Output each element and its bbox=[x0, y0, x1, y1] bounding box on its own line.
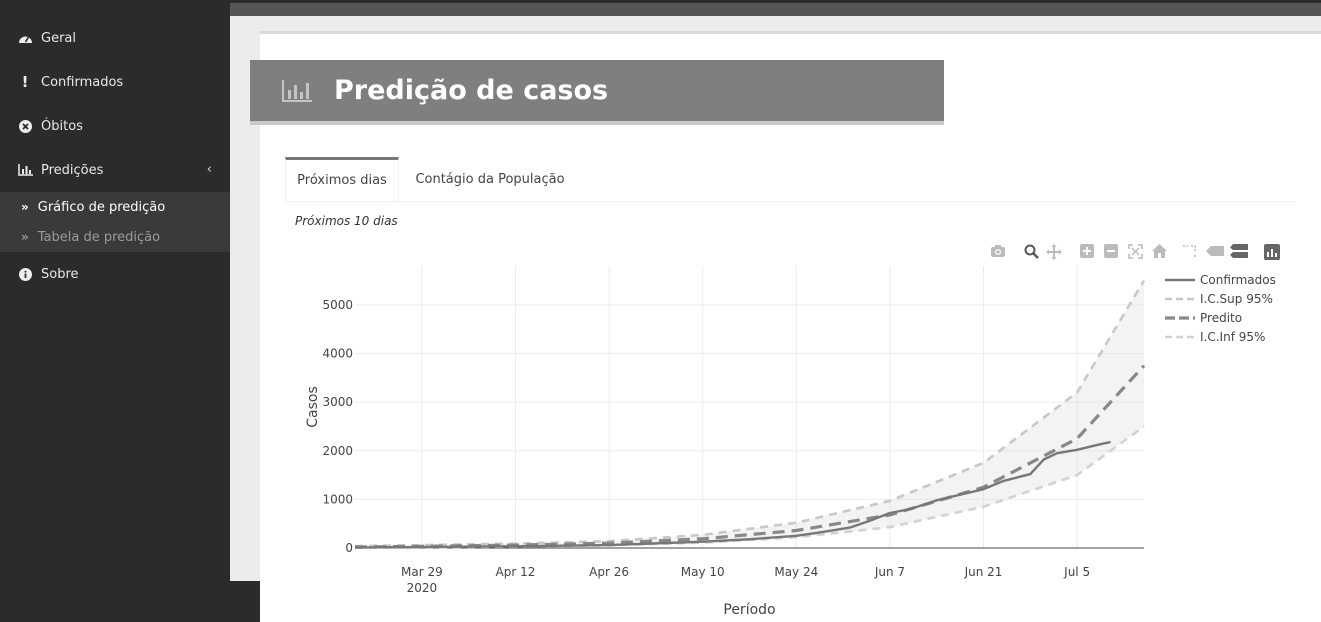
sidebar-subitem-label: Tabela de predição bbox=[37, 229, 161, 245]
x-tick-year-label: 2020 bbox=[407, 581, 438, 595]
chevron-left-icon: ‹ bbox=[206, 162, 212, 177]
sidebar-subitem-grafico[interactable]: » Gráfico de predição bbox=[0, 192, 230, 222]
y-axis-title: Casos bbox=[305, 386, 321, 428]
top-bar-strip bbox=[230, 3, 1321, 16]
bar-chart-icon bbox=[282, 79, 312, 102]
y-tick-label: 0 bbox=[345, 541, 353, 555]
tab-proximos-dias[interactable]: Próximos dias bbox=[285, 157, 399, 201]
zoom-out-icon[interactable] bbox=[1104, 244, 1118, 263]
autoscale-icon[interactable] bbox=[1128, 244, 1143, 264]
legend-label: I.C.Inf 95% bbox=[1200, 330, 1265, 344]
y-tick-label: 3000 bbox=[322, 395, 353, 409]
legend-label: I.C.Sup 95% bbox=[1200, 292, 1273, 306]
hover-compare-icon[interactable] bbox=[1230, 244, 1248, 263]
x-tick-label: Jul 5 bbox=[1063, 565, 1090, 579]
sidebar-submenu: » Gráfico de predição » Tabela de prediç… bbox=[0, 192, 230, 252]
series-ic-sup-line bbox=[354, 279, 1146, 548]
camera-icon[interactable] bbox=[990, 244, 1006, 263]
sidebar-item-label: Predições bbox=[41, 162, 104, 178]
sidebar-subitem-label: Gráfico de predição bbox=[37, 199, 166, 215]
y-tick-label: 4000 bbox=[322, 347, 353, 361]
x-tick-label: Mar 29 bbox=[401, 565, 443, 579]
panel-subtitle: Próximos 10 dias bbox=[295, 214, 398, 228]
zoom-in-icon[interactable] bbox=[1080, 244, 1094, 263]
x-tick-label: May 10 bbox=[681, 565, 725, 579]
legend-label: Predito bbox=[1200, 311, 1242, 325]
sidebar: Geral ! Confirmados Óbitos Predições ‹ »… bbox=[0, 16, 230, 622]
series-confirmados-line bbox=[354, 440, 1111, 549]
sidebar-item-obitos[interactable]: Óbitos bbox=[0, 104, 230, 148]
sidebar-item-predicoes[interactable]: Predições ‹ bbox=[0, 148, 230, 192]
pan-icon[interactable] bbox=[1046, 244, 1062, 265]
page-title: Predição de casos bbox=[334, 75, 609, 106]
double-chevron-right-icon: » bbox=[21, 200, 29, 214]
sidebar-item-label: Sobre bbox=[41, 266, 79, 282]
double-chevron-right-icon: » bbox=[21, 230, 29, 244]
y-tick-label: 2000 bbox=[322, 444, 353, 458]
tab-bar: Próximos dias Contágio da População bbox=[285, 157, 1296, 202]
sidebar-item-sobre[interactable]: Sobre bbox=[0, 252, 230, 296]
sidebar-item-label: Geral bbox=[41, 30, 76, 46]
series-predito-line bbox=[354, 364, 1146, 549]
hover-closest-icon[interactable] bbox=[1206, 244, 1224, 262]
x-axis-title: Período bbox=[723, 602, 775, 618]
legend-label: Confirmados bbox=[1200, 273, 1276, 287]
exclamation-icon: ! bbox=[21, 73, 29, 91]
sidebar-item-label: Confirmados bbox=[41, 74, 124, 90]
dashboard-icon bbox=[17, 32, 33, 44]
home-icon[interactable] bbox=[1152, 244, 1167, 263]
plotly-logo-icon[interactable] bbox=[1264, 244, 1280, 265]
sidebar-subitem-tabela[interactable]: » Tabela de predição bbox=[0, 222, 230, 252]
x-tick-label: Apr 12 bbox=[496, 565, 536, 579]
zoom-icon[interactable] bbox=[1024, 244, 1039, 264]
page-header: Predição de casos bbox=[250, 60, 944, 125]
times-circle-icon bbox=[17, 119, 33, 133]
x-tick-label: Apr 26 bbox=[589, 565, 629, 579]
spike-lines-icon[interactable] bbox=[1182, 244, 1196, 263]
bar-chart-icon bbox=[17, 164, 33, 176]
sidebar-item-label: Óbitos bbox=[41, 118, 83, 134]
sidebar-item-geral[interactable]: Geral bbox=[0, 16, 230, 60]
info-circle-icon bbox=[17, 267, 33, 281]
x-tick-label: May 24 bbox=[774, 565, 818, 579]
cases-prediction-chart: 0 1000 2000 3000 4000 5000 Mar 29 Apr 12 Apr 26 M… bbox=[305, 266, 1276, 618]
confidence-band bbox=[355, 280, 1144, 548]
x-tick-label: Jun 21 bbox=[964, 565, 1003, 579]
y-tick-label: 1000 bbox=[322, 492, 353, 506]
sidebar-item-confirmados[interactable]: ! Confirmados bbox=[0, 60, 230, 104]
top-bar bbox=[0, 0, 1321, 16]
x-tick-label: Jun 7 bbox=[874, 565, 905, 579]
tab-contagio-populacao[interactable]: Contágio da População bbox=[415, 171, 565, 187]
y-tick-label: 5000 bbox=[322, 298, 353, 312]
